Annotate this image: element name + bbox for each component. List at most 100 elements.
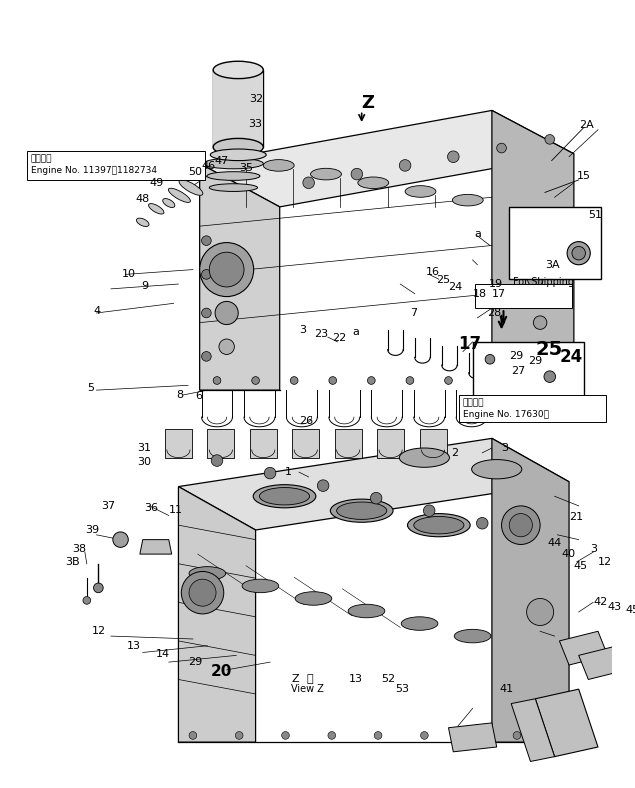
Text: 46: 46 [201,162,216,171]
Ellipse shape [348,604,385,618]
Circle shape [368,377,375,385]
Text: 27: 27 [511,366,525,376]
Text: 6: 6 [195,391,202,401]
Circle shape [485,355,495,364]
Polygon shape [208,429,234,458]
Circle shape [211,455,223,466]
Text: 18: 18 [472,288,486,299]
Ellipse shape [399,448,450,467]
Bar [509,207,601,279]
Text: 11: 11 [169,505,183,515]
Ellipse shape [330,499,393,522]
Text: 7: 7 [410,308,417,318]
Circle shape [544,371,556,382]
Text: 42: 42 [593,597,608,608]
Circle shape [420,731,428,739]
Text: 25: 25 [436,275,450,285]
Text: 20: 20 [210,664,232,679]
Circle shape [282,731,290,739]
Circle shape [113,532,128,548]
Circle shape [201,308,211,318]
Circle shape [251,377,260,385]
Polygon shape [578,645,627,679]
Circle shape [528,272,543,287]
Text: Engine No. 17630～: Engine No. 17630～ [463,410,549,418]
Text: 適用号機: 適用号機 [31,154,52,163]
Text: 49: 49 [149,178,164,188]
Circle shape [318,480,329,492]
Text: 53: 53 [396,684,410,694]
Circle shape [399,160,411,171]
Circle shape [567,242,591,265]
Text: Z: Z [362,94,375,112]
Polygon shape [199,110,574,207]
Circle shape [201,236,211,246]
Polygon shape [559,631,608,665]
Text: 44: 44 [548,537,562,548]
Bar [476,284,572,308]
Text: View Z: View Z [291,684,324,694]
Circle shape [201,269,211,279]
Text: 22: 22 [331,333,346,343]
Polygon shape [165,429,192,458]
Circle shape [329,377,337,385]
Text: 45: 45 [625,605,635,615]
Text: 24: 24 [559,348,583,366]
Bar [27,151,206,180]
Text: 28: 28 [487,308,501,318]
Text: 52: 52 [381,675,395,685]
Text: 4: 4 [93,306,101,316]
Text: 39: 39 [85,525,99,535]
Circle shape [351,169,363,180]
Text: 31: 31 [137,443,151,453]
Circle shape [448,151,459,162]
Circle shape [370,492,382,504]
Circle shape [374,731,382,739]
Circle shape [502,506,540,545]
Ellipse shape [408,514,470,537]
Text: 45: 45 [574,561,588,571]
Polygon shape [250,429,277,458]
Text: Engine No. 11397～1182734: Engine No. 11397～1182734 [31,165,157,175]
Bar [459,395,606,422]
Polygon shape [292,429,319,458]
Text: 9: 9 [141,281,148,291]
Circle shape [476,518,488,529]
Circle shape [533,316,547,329]
Polygon shape [448,723,497,752]
Ellipse shape [213,139,264,156]
Circle shape [201,351,211,361]
Text: 3A: 3A [545,260,559,269]
Circle shape [406,377,414,385]
Text: For Shipping: For Shipping [513,277,574,287]
Text: 47: 47 [214,155,229,165]
Text: 8: 8 [177,390,184,400]
Text: 48: 48 [135,194,149,204]
Ellipse shape [210,149,266,161]
Circle shape [182,571,224,614]
Circle shape [83,597,91,604]
Polygon shape [140,540,171,554]
Ellipse shape [210,184,258,191]
Circle shape [483,377,491,385]
Polygon shape [511,699,554,761]
Circle shape [219,339,234,355]
Ellipse shape [405,186,436,197]
Text: 3: 3 [591,545,598,554]
Ellipse shape [472,459,522,479]
Ellipse shape [168,188,190,203]
Text: a: a [352,327,359,337]
Text: 36: 36 [145,503,159,513]
Text: Z: Z [291,675,299,685]
Text: 観: 観 [307,675,313,685]
Circle shape [189,731,197,739]
Circle shape [497,143,506,153]
Ellipse shape [311,169,342,180]
Ellipse shape [213,61,264,79]
Circle shape [93,583,104,593]
Ellipse shape [207,172,260,180]
Polygon shape [420,429,446,458]
Circle shape [189,579,216,606]
Text: 5: 5 [87,383,94,393]
Text: 2: 2 [451,448,458,458]
